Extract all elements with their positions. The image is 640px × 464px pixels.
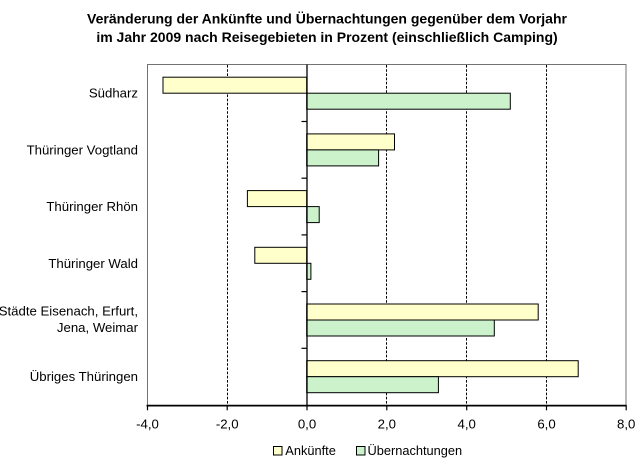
svg-text:Ankünfte: Ankünfte [285, 443, 336, 458]
svg-text:im Jahr 2009 nach Reisegebiete: im Jahr 2009 nach Reisegebieten in Proze… [96, 29, 557, 45]
svg-text:0,0: 0,0 [298, 416, 316, 431]
svg-text:Veränderung der Ankünfte und Ü: Veränderung der Ankünfte und Übernachtun… [87, 11, 567, 27]
svg-text:2,0: 2,0 [378, 416, 396, 431]
svg-text:6,0: 6,0 [537, 416, 555, 431]
svg-text:Thüringer Rhön: Thüringer Rhön [46, 199, 138, 214]
svg-text:Übernachtungen: Übernachtungen [368, 443, 463, 458]
svg-text:Übriges Thüringen: Übriges Thüringen [30, 369, 138, 384]
svg-text:Jena, Weimar: Jena, Weimar [57, 320, 139, 335]
svg-text:Städte Eisenach, Erfurt,: Städte Eisenach, Erfurt, [0, 303, 138, 318]
svg-text:4,0: 4,0 [458, 416, 476, 431]
svg-text:Thüringer Vogtland: Thüringer Vogtland [27, 142, 138, 157]
svg-text:Thüringer Wald: Thüringer Wald [48, 256, 138, 271]
svg-text:8,0: 8,0 [617, 416, 635, 431]
svg-text:Südharz: Südharz [89, 86, 138, 101]
svg-text:-2,0: -2,0 [216, 416, 239, 431]
svg-text:-4,0: -4,0 [136, 416, 159, 431]
